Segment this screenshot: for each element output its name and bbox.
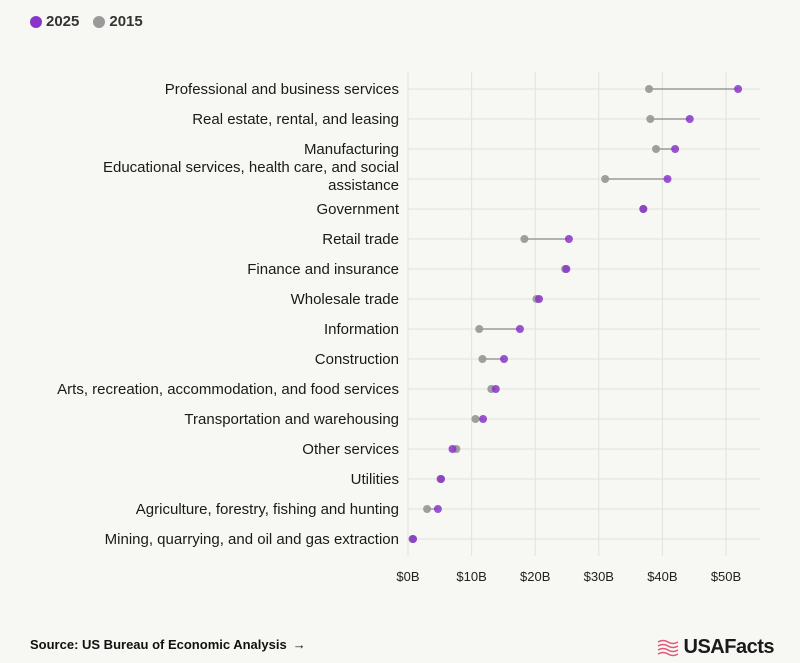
usafacts-flag-icon bbox=[657, 639, 678, 656]
point-2015 bbox=[520, 235, 529, 243]
x-tick-label: $20B bbox=[520, 569, 550, 584]
category-label-line: Educational services, health care, and s… bbox=[103, 159, 399, 176]
usafacts-logo[interactable]: USAFacts bbox=[656, 636, 775, 659]
point-2025 bbox=[663, 175, 672, 183]
category-label: Construction bbox=[315, 351, 399, 368]
source-label: Source: US Bureau of Economic Analysis bbox=[30, 637, 287, 652]
point-2015 bbox=[645, 85, 654, 93]
legend-label-2015: 2015 bbox=[109, 13, 143, 30]
category-label: Retail trade bbox=[322, 231, 399, 248]
point-2015 bbox=[652, 145, 661, 153]
point-2025 bbox=[734, 85, 743, 93]
point-2015 bbox=[423, 505, 432, 513]
point-2025 bbox=[515, 325, 524, 333]
legend-item-2015: 2015 bbox=[93, 13, 143, 30]
category-label: Transportation and warehousing bbox=[184, 411, 399, 428]
category-label: Finance and insurance bbox=[247, 261, 399, 278]
category-label-line: assistance bbox=[328, 177, 399, 194]
category-label: Agriculture, forestry, fishing and hunti… bbox=[136, 501, 399, 518]
point-2025 bbox=[685, 115, 694, 123]
category-label: Arts, recreation, accommodation, and foo… bbox=[57, 381, 399, 398]
point-2025 bbox=[433, 505, 442, 513]
point-2025 bbox=[437, 475, 446, 483]
category-label: Information bbox=[324, 321, 399, 338]
legend-label-2025: 2025 bbox=[46, 13, 80, 30]
point-2025 bbox=[671, 145, 680, 153]
legend-dot-2025-icon bbox=[30, 15, 42, 28]
point-2015 bbox=[601, 175, 610, 183]
x-tick-label: $0B bbox=[396, 569, 419, 584]
category-label: Wholesale trade bbox=[291, 291, 399, 308]
point-2015 bbox=[475, 325, 484, 333]
point-2025 bbox=[500, 355, 509, 363]
point-2025 bbox=[448, 445, 457, 453]
legend: 2025 2015 bbox=[30, 13, 143, 30]
x-tick-label: $10B bbox=[456, 569, 486, 584]
point-2015 bbox=[646, 115, 655, 123]
category-label: Real estate, rental, and leasing bbox=[192, 111, 399, 128]
dumbbell-chart: $0B $10B $20B $30B $40B $50B Professional and … bbox=[57, 72, 760, 584]
point-2025 bbox=[491, 385, 500, 393]
point-2025 bbox=[639, 205, 648, 213]
category-label: Other services bbox=[302, 441, 399, 458]
point-2025 bbox=[535, 295, 544, 303]
point-2015 bbox=[471, 415, 480, 423]
point-2025 bbox=[564, 235, 573, 243]
x-tick-label: $40B bbox=[647, 569, 677, 584]
brand-name: USAFacts bbox=[683, 636, 775, 658]
source-link[interactable]: Source: US Bureau of Economic Analysis → bbox=[30, 637, 306, 652]
x-tick-label: $30B bbox=[584, 569, 614, 584]
category-label: Utilities bbox=[351, 471, 399, 488]
category-label: Educational services, health care, and s… bbox=[103, 159, 399, 194]
point-2025 bbox=[479, 415, 488, 423]
category-label: Government bbox=[316, 201, 399, 218]
category-label: Professional and business services bbox=[165, 81, 399, 98]
legend-dot-2015-icon bbox=[93, 15, 106, 28]
point-2025 bbox=[562, 265, 571, 273]
category-label: Mining, quarrying, and oil and gas extra… bbox=[105, 531, 399, 548]
point-2015 bbox=[478, 355, 487, 363]
x-tick-label: $50B bbox=[711, 569, 741, 584]
point-2025 bbox=[409, 535, 418, 543]
legend-item-2025: 2025 bbox=[30, 13, 79, 30]
category-label: Manufacturing bbox=[304, 141, 399, 158]
arrow-right-icon: → bbox=[292, 637, 306, 652]
